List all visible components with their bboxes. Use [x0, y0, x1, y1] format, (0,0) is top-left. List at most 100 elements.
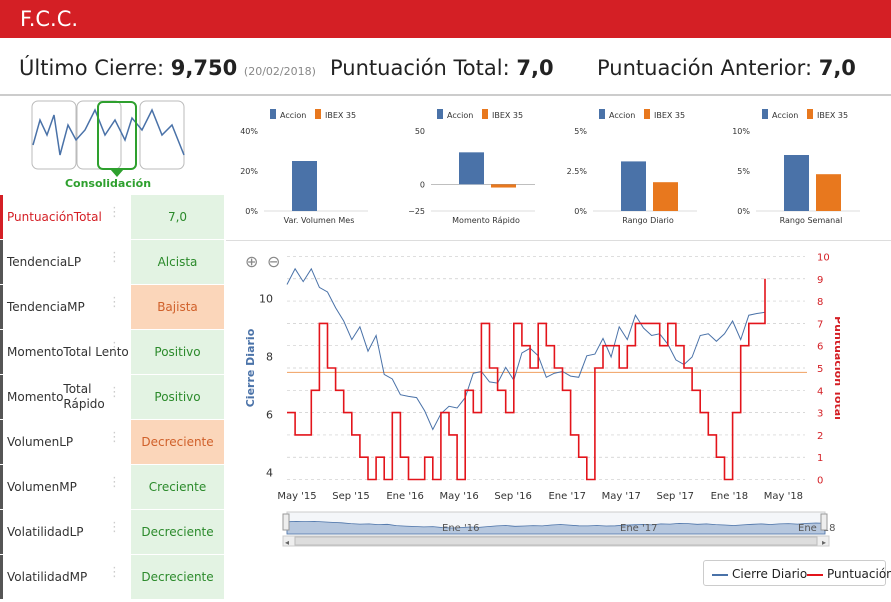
indicator-row[interactable]: Puntuación Total ⋮ 7,0: [0, 195, 224, 240]
indicator-value: Decreciente: [131, 555, 224, 599]
legend-swatch-accion: [762, 109, 768, 119]
info-icon[interactable]: ⋮: [108, 205, 121, 220]
main-chart-legend: Cierre Diario Puntuación: [703, 560, 891, 586]
x-tick: Sep '17: [657, 491, 695, 502]
y-axis-label: Cierre Diario: [244, 328, 257, 407]
main-chart: ⊕ ⊖ 0 1 2 3 4 5 6 7 8 9 10 10 8 6 4 Cierre Diario Puntuaci…: [244, 252, 840, 547]
indicator-row[interactable]: Volumen LP ⋮ Decreciente: [0, 420, 224, 465]
info-icon[interactable]: ⋮: [108, 385, 121, 400]
info-icon[interactable]: ⋮: [108, 340, 121, 355]
legend-accion: Accion: [609, 111, 635, 120]
legend-swatch-ibex: [807, 109, 813, 119]
navigator-handle-left[interactable]: [282, 513, 290, 531]
navigator-label: Ene '18: [798, 523, 835, 534]
navigator-series: [286, 520, 826, 535]
info-icon[interactable]: ⋮: [108, 475, 121, 490]
legend-swatch-accion: [270, 109, 276, 119]
scrollbar-thumb[interactable]: [294, 536, 818, 546]
info-icon[interactable]: ⋮: [108, 565, 121, 580]
y2-tick: 1: [817, 453, 823, 464]
section-divider: [226, 240, 891, 241]
indicator-label: Volumen LP: [0, 420, 130, 464]
indicator-row[interactable]: Volumen MP ⋮ Creciente: [0, 465, 224, 510]
y2-tick: 2: [817, 431, 823, 442]
legend-swatch-puntuacion: [807, 574, 823, 576]
bar-ibex: [816, 174, 841, 211]
y2-tick: 8: [817, 297, 823, 308]
legend-accion: Accion: [772, 111, 798, 120]
mini-chart-title: Rango Semanal: [780, 216, 843, 225]
indicator-row[interactable]: Momento Total Lento ⋮ Positivo: [0, 330, 224, 375]
y-tick: 6: [266, 408, 273, 421]
indicator-row[interactable]: Tendencia LP ⋮ Alcista: [0, 240, 224, 285]
y2-tick: 5: [817, 364, 823, 375]
y-tick: 10: [259, 292, 273, 305]
y2-tick: 6: [817, 342, 823, 353]
previous-score: Puntuación Anterior: 7,0: [597, 56, 856, 80]
zoom-out-icon[interactable]: ⊖: [267, 252, 280, 271]
last-close: Último Cierre: 9,750 (20/02/2018): [19, 56, 316, 80]
scroll-right-icon[interactable]: ▸: [822, 538, 826, 547]
x-tick: Sep '16: [494, 491, 532, 502]
y2-tick: 4: [817, 386, 823, 397]
indicator-value: Bajista: [131, 285, 224, 329]
indicator-value: Creciente: [131, 465, 224, 509]
y-tick: 4: [266, 466, 273, 479]
indicator-label: Tendencia LP: [0, 240, 130, 284]
y-tick: 0%: [574, 207, 587, 216]
mini-chart-title: Var. Volumen Mes: [284, 216, 355, 225]
bar-ibex: [653, 182, 678, 211]
legend-ibex: IBEX 35: [492, 111, 523, 120]
indicator-value: 7,0: [131, 195, 224, 239]
info-icon[interactable]: ⋮: [108, 520, 121, 535]
navigator-handle-right[interactable]: [820, 513, 828, 531]
x-tick: Ene '18: [711, 491, 748, 502]
bar-accion: [459, 152, 484, 185]
y-tick: 8: [266, 350, 273, 363]
info-icon[interactable]: ⋮: [108, 430, 121, 445]
y2-tick: 9: [817, 275, 823, 286]
summary-bar: Último Cierre: 9,750 (20/02/2018) Puntua…: [0, 52, 891, 88]
indicator-row[interactable]: Tendencia MP ⋮ Bajista: [0, 285, 224, 330]
previous-score-label: Puntuación Anterior:: [597, 56, 813, 80]
legend-cierre[interactable]: Cierre Diario: [732, 567, 808, 581]
legend-accion: Accion: [280, 111, 306, 120]
y-tick: 10%: [732, 127, 750, 136]
indicator-row[interactable]: Volatilidad MP ⋮ Decreciente: [0, 555, 224, 600]
y2-tick: 3: [817, 409, 823, 420]
legend-ibex: IBEX 35: [325, 111, 356, 120]
mini-chart-1: Accion IBEX 35 50 0 −25 Momento Rápido: [408, 109, 535, 225]
indicator-label: Puntuación Total: [0, 195, 130, 239]
legend-ibex: IBEX 35: [817, 111, 848, 120]
x-tick: Ene '17: [548, 491, 585, 502]
zoom-in-icon[interactable]: ⊕: [245, 252, 258, 271]
mini-chart-0: Accion IBEX 35 40% 20% 0% Var. Volumen Mes: [240, 109, 368, 225]
indicator-row[interactable]: Momento Total Rápido ⋮ Positivo: [0, 375, 224, 420]
trend-widget: Consolidación: [30, 100, 186, 192]
navigator-label: Ene '16: [442, 523, 479, 534]
legend-swatch-ibex: [315, 109, 321, 119]
scroll-left-icon[interactable]: ◂: [285, 538, 289, 547]
legend-swatch-cierre: [712, 574, 728, 576]
legend-swatch-ibex: [482, 109, 488, 119]
legend-puntuacion[interactable]: Puntuación: [827, 567, 891, 581]
indicator-row[interactable]: Volatilidad LP ⋮ Decreciente: [0, 510, 224, 555]
indicator-label: Tendencia MP: [0, 285, 130, 329]
previous-score-value: 7,0: [818, 56, 856, 80]
legend-ibex: IBEX 35: [654, 111, 685, 120]
x-tick: May '16: [439, 491, 478, 502]
bar-accion: [292, 161, 317, 211]
info-icon[interactable]: ⋮: [108, 295, 121, 310]
y-tick: 0: [420, 180, 425, 189]
indicator-label: Momento Total Rápido: [0, 375, 130, 419]
x-tick: May '18: [764, 491, 803, 502]
indicator-label: Volatilidad LP: [0, 510, 130, 554]
mini-chart-title: Momento Rápido: [452, 216, 520, 225]
y2-axis-label: Puntuacion Total: [832, 316, 840, 420]
y2-tick: 7: [817, 319, 823, 330]
indicator-label: Momento Total Lento: [0, 330, 130, 374]
last-close-label: Último Cierre:: [19, 56, 165, 80]
indicator-value: Decreciente: [131, 420, 224, 464]
info-icon[interactable]: ⋮: [108, 250, 121, 265]
mini-chart-2: Accion IBEX 35 5% 2.5% 0% Rango Diario: [567, 109, 697, 225]
